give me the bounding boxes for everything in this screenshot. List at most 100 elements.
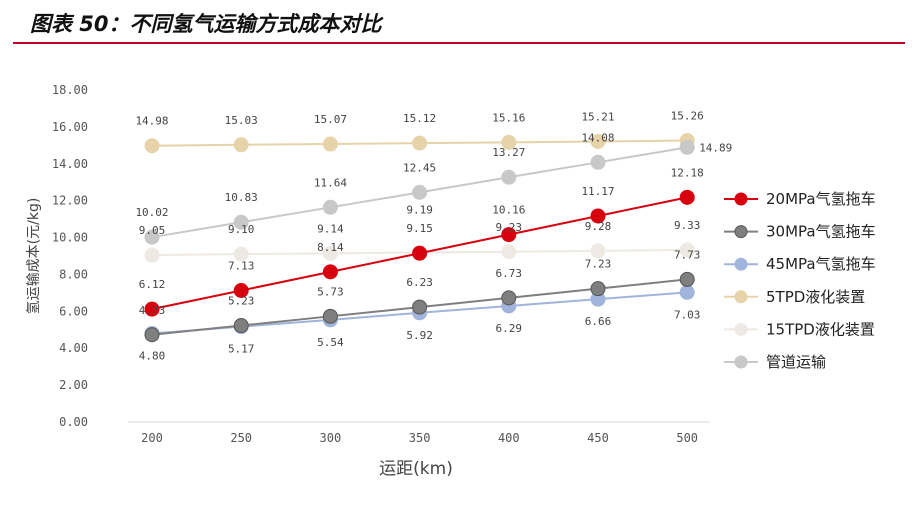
data-label: 15.21: [581, 110, 614, 123]
x-tick-label: 350: [409, 431, 431, 445]
data-point: [144, 301, 160, 317]
data-point: [144, 229, 160, 245]
data-point: [322, 136, 338, 152]
y-axis-label: 氢运输成本(元/kg): [26, 198, 42, 315]
legend-marker: [734, 257, 748, 271]
data-label: 7.73: [674, 248, 701, 261]
data-label: 10.83: [225, 191, 258, 204]
y-tick-label: 14.00: [52, 157, 88, 171]
data-label: 6.66: [585, 315, 612, 328]
data-label: 9.10: [228, 223, 255, 236]
data-point: [412, 299, 428, 315]
legend-marker: [734, 355, 748, 369]
legend-item: 5TPD液化装置: [724, 288, 865, 306]
data-point: [590, 133, 606, 149]
legend-label: 15TPD液化装置: [766, 320, 875, 338]
data-point: [501, 290, 517, 306]
data-label: 15.26: [671, 110, 704, 123]
legend-item: 管道运输: [724, 353, 826, 371]
data-point: [590, 243, 606, 259]
data-point: [322, 245, 338, 261]
data-point: [590, 154, 606, 170]
data-label: 12.45: [403, 161, 436, 174]
data-label: 11.17: [581, 185, 614, 198]
y-tick-label: 2.00: [59, 378, 88, 392]
legend-label: 20MPa气氢拖车: [766, 190, 876, 208]
data-label: 5.73: [317, 285, 344, 298]
data-point: [590, 281, 606, 297]
data-label: 15.16: [492, 111, 525, 124]
data-point: [233, 137, 249, 153]
x-tick-label: 450: [587, 431, 609, 445]
title-divider: [13, 42, 905, 44]
data-label: 5.17: [228, 343, 255, 356]
data-label: 9.33: [674, 219, 701, 232]
data-label: 14.89: [699, 141, 732, 154]
data-point: [412, 135, 428, 151]
data-point: [679, 189, 695, 205]
x-tick-label: 500: [676, 431, 698, 445]
data-label: 5.54: [317, 336, 344, 349]
data-label: 14.08: [581, 131, 614, 144]
y-tick-label: 16.00: [52, 120, 88, 134]
data-label: 9.23: [496, 221, 523, 234]
data-point: [679, 242, 695, 258]
data-label: 9.28: [585, 220, 612, 233]
x-tick-label: 300: [320, 431, 342, 445]
data-point: [501, 227, 517, 243]
legend-item: 45MPa气氢拖车: [724, 255, 876, 273]
legend-item: 15TPD液化装置: [724, 320, 875, 338]
data-label: 11.64: [314, 176, 347, 189]
data-label: 4.80: [139, 349, 166, 362]
data-label: 5.92: [406, 329, 433, 342]
data-label: 4.73: [139, 304, 166, 317]
figure-title: 图表 50：不同氢气运输方式成本对比: [30, 12, 382, 36]
data-label: 9.15: [406, 222, 433, 235]
data-label: 9.19: [406, 203, 433, 216]
data-label: 10.16: [492, 204, 525, 217]
legend-item: 20MPa气氢拖车: [724, 190, 876, 208]
data-point: [679, 271, 695, 287]
legend-item: 30MPa气氢拖车: [724, 223, 876, 241]
x-tick-label: 200: [141, 431, 163, 445]
data-point: [679, 284, 695, 300]
legend-marker: [734, 192, 748, 206]
legend-label: 5TPD液化装置: [766, 288, 865, 306]
data-point: [233, 282, 249, 298]
data-point: [144, 327, 160, 343]
legend-label: 管道运输: [766, 353, 826, 371]
data-label: 7.23: [585, 258, 612, 271]
y-tick-label: 8.00: [59, 267, 88, 281]
legend-marker: [734, 290, 748, 304]
data-point: [412, 245, 428, 261]
legend-label: 45MPa气氢拖车: [766, 255, 876, 273]
data-label: 7.03: [674, 308, 701, 321]
y-tick-label: 4.00: [59, 341, 88, 355]
data-label: 6.23: [406, 276, 433, 289]
data-label: 6.29: [496, 322, 523, 335]
data-point: [501, 134, 517, 150]
data-point: [233, 318, 249, 334]
data-label: 10.02: [135, 206, 168, 219]
y-tick-label: 0.00: [59, 415, 88, 429]
x-tick-label: 400: [498, 431, 520, 445]
data-label: 14.98: [135, 115, 168, 128]
data-label: 9.05: [139, 224, 166, 237]
legend-label: 30MPa气氢拖车: [766, 223, 876, 241]
data-label: 8.14: [317, 241, 344, 254]
x-tick-label: 250: [230, 431, 252, 445]
data-point: [590, 208, 606, 224]
data-label: 6.73: [496, 267, 523, 280]
data-point: [322, 264, 338, 280]
y-tick-label: 18.00: [52, 83, 88, 97]
y-tick-label: 10.00: [52, 231, 88, 245]
y-tick-label: 12.00: [52, 194, 88, 208]
data-point: [233, 246, 249, 262]
data-label: 12.18: [671, 166, 704, 179]
data-label: 15.03: [225, 114, 258, 127]
data-label: 9.14: [317, 222, 344, 235]
data-label: 6.12: [139, 278, 166, 291]
data-point: [233, 214, 249, 230]
data-point: [679, 139, 695, 155]
